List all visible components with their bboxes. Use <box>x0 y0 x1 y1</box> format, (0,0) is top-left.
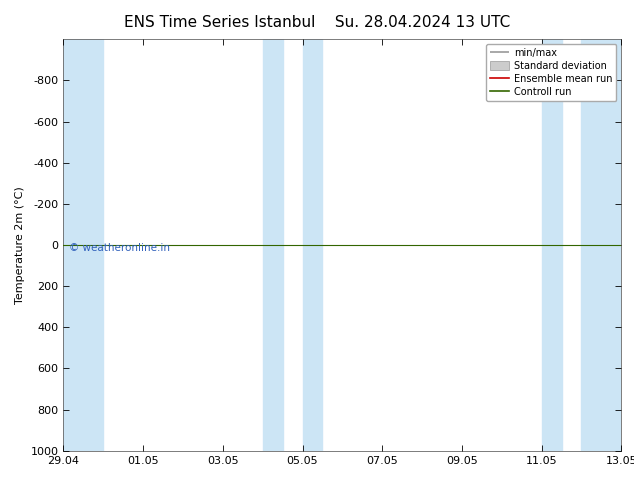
Text: © weatheronline.in: © weatheronline.in <box>69 243 170 253</box>
Text: ENS Time Series Istanbul    Su. 28.04.2024 13 UTC: ENS Time Series Istanbul Su. 28.04.2024 … <box>124 15 510 30</box>
Bar <box>262 39 283 451</box>
Y-axis label: Temperature 2m (°C): Temperature 2m (°C) <box>15 186 25 304</box>
Bar <box>541 39 562 451</box>
Bar <box>581 39 621 451</box>
Legend: min/max, Standard deviation, Ensemble mean run, Controll run: min/max, Standard deviation, Ensemble me… <box>486 44 616 100</box>
Bar <box>302 39 323 451</box>
Bar <box>63 39 103 451</box>
